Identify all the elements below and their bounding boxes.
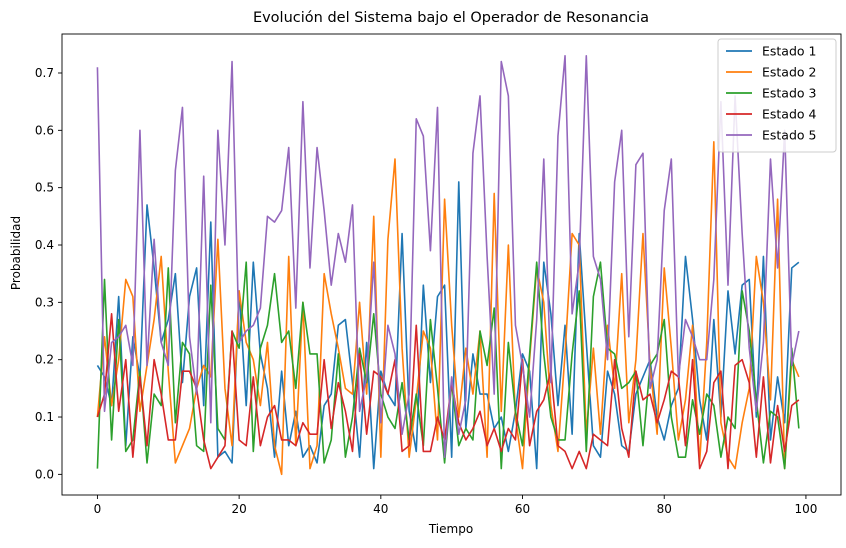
legend-label-2: Estado 2	[762, 65, 816, 80]
series-line-1	[96, 181, 800, 470]
y-tick-label: 0.0	[35, 467, 54, 481]
legend-label-3: Estado 3	[762, 86, 816, 101]
chart-title: Evolución del Sistema bajo el Operador d…	[253, 10, 649, 26]
y-tick-label: 0.5	[35, 181, 54, 195]
x-tick-label: 80	[657, 502, 672, 516]
x-tick-label: 60	[515, 502, 530, 516]
y-tick-label: 0.6	[35, 123, 54, 137]
x-tick-label: 100	[794, 502, 817, 516]
legend-label-4: Estado 4	[762, 107, 817, 122]
y-axis-label: Probabilidad	[9, 216, 23, 290]
series-line-5	[96, 54, 800, 458]
y-tick-label: 0.2	[35, 353, 54, 367]
y-tick-label: 0.4	[35, 238, 54, 252]
x-tick-label: 20	[231, 502, 246, 516]
series-lines	[96, 54, 800, 476]
legend: Estado 1 Estado 2 Estado 3 Estado 4 Estado 5	[717, 38, 837, 153]
y-tick-label: 0.1	[35, 410, 54, 424]
legend-label-1: Estado 1	[762, 44, 816, 59]
plot-frame	[61, 33, 842, 496]
x-axis-label: Tiempo	[428, 522, 473, 536]
y-tick-label: 0.7	[35, 66, 54, 80]
legend-box	[717, 38, 837, 153]
x-tick-label: 0	[94, 502, 102, 516]
legend-label-5: Estado 5	[762, 128, 816, 143]
y-tick-label: 0.3	[35, 295, 54, 309]
axes: 0 20 40 60 80 100 0.0 0.1 0.2 0.3 0.4 0.5 0.6 0.7	[35, 33, 842, 516]
x-tick-label: 40	[373, 502, 388, 516]
